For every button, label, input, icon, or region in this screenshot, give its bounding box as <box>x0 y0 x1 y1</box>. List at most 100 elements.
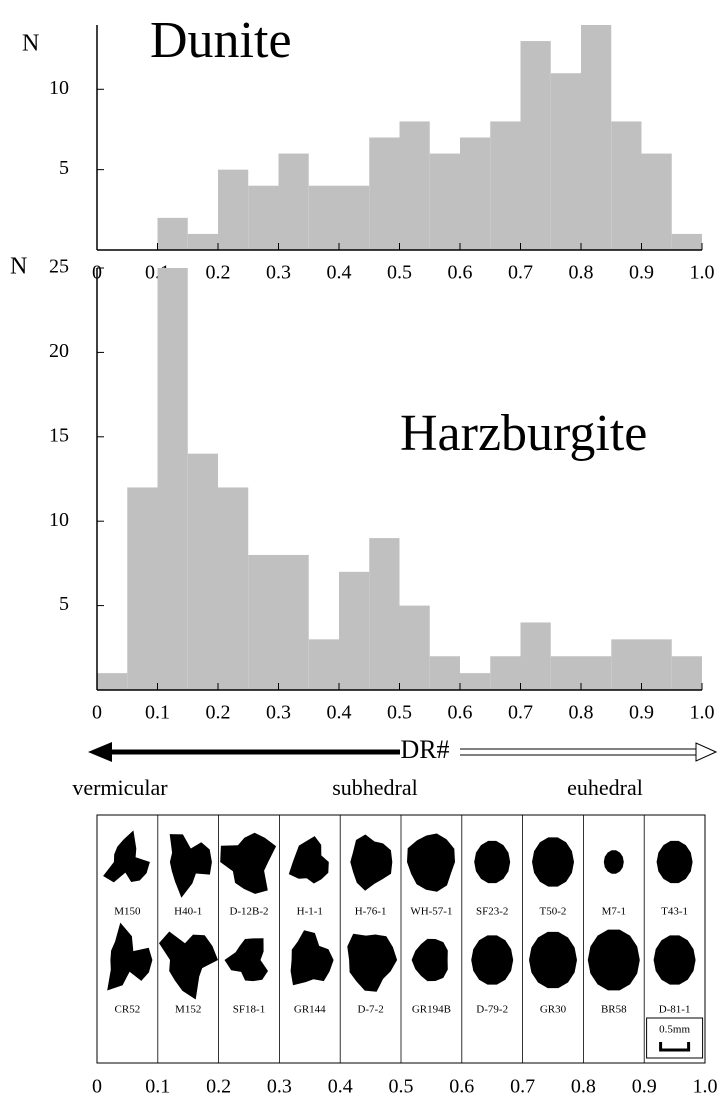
x-tick-label: 0.7 <box>508 262 533 284</box>
grain-shape <box>107 922 153 991</box>
x-tick-label: 0.7 <box>508 702 533 724</box>
sample-label: H40-1 <box>174 906 202 918</box>
grain-shape <box>474 840 511 884</box>
class-label: vermicular <box>72 775 168 800</box>
x-tick-label: 0.8 <box>569 262 594 284</box>
bar <box>641 153 672 250</box>
x-tick-label: 1.0 <box>690 262 715 284</box>
grain-shape <box>224 938 268 982</box>
bar <box>278 554 309 690</box>
bar <box>460 137 491 250</box>
grain-shape <box>347 933 398 992</box>
grain-shape <box>103 830 150 883</box>
y-tick-label: 10 <box>49 77 69 99</box>
grain-shape <box>529 931 577 989</box>
x-tick-label: 0.8 <box>569 702 594 724</box>
x-tick-label: 0.4 <box>327 702 352 724</box>
x-tick-label: 0.2 <box>206 262 231 284</box>
grain-shape <box>471 935 514 985</box>
bar <box>641 639 672 690</box>
grain-shape <box>290 930 334 986</box>
bar <box>157 268 188 690</box>
x-tick-label: 0.3 <box>266 702 291 724</box>
sample-label: SF23-2 <box>476 906 508 918</box>
sample-label: D-7-2 <box>357 1004 383 1016</box>
x-tick-label: 0.2 <box>206 1076 231 1098</box>
x-tick-label: 0.6 <box>448 262 473 284</box>
class-label: subhedral <box>332 775 418 800</box>
scale-label: 0.5mm <box>659 1024 690 1036</box>
sample-label: T43-1 <box>661 906 688 918</box>
y-tick-label: 10 <box>49 509 69 531</box>
bar <box>550 656 581 690</box>
sample-label: M7-1 <box>602 906 626 918</box>
bar <box>399 605 430 690</box>
x-tick-label: 0.5 <box>387 702 412 724</box>
x-tick-label: 0.9 <box>629 262 654 284</box>
x-tick-label: 0.3 <box>267 1076 292 1098</box>
grain-shape <box>656 840 693 884</box>
y-tick-label: 15 <box>49 424 69 446</box>
x-tick-label: 0.3 <box>266 262 291 284</box>
bar <box>218 487 249 690</box>
x-tick-label: 0.9 <box>632 1076 657 1098</box>
sample-label: H-1-1 <box>297 906 323 918</box>
grain-shape <box>603 850 624 874</box>
y-tick-label: 25 <box>49 256 69 278</box>
bar <box>339 185 370 250</box>
x-tick-label: 0.4 <box>327 262 352 284</box>
bar <box>490 656 521 690</box>
x-tick-label: 1.0 <box>693 1076 718 1098</box>
y-tick-label: 20 <box>49 340 69 362</box>
bar <box>339 571 370 690</box>
bar <box>581 25 612 250</box>
x-tick-label: 0.6 <box>449 1076 474 1098</box>
sample-label: D-12B-2 <box>229 906 268 918</box>
y-tick-label: 5 <box>59 593 69 615</box>
bar <box>369 137 400 250</box>
chart-title: Harzburgite <box>400 405 647 462</box>
x-tick-label: 1.0 <box>690 702 715 724</box>
bar <box>97 673 128 690</box>
bar <box>248 185 279 250</box>
x-tick-label: 0 <box>92 702 102 724</box>
grain-shape <box>350 834 393 891</box>
grain-shape <box>411 938 448 982</box>
sample-label: GR144 <box>294 1004 326 1016</box>
grain-shape <box>288 836 329 884</box>
scale-bar <box>659 1042 691 1052</box>
sample-label: GR194B <box>412 1004 451 1016</box>
sample-label: BR58 <box>601 1004 627 1016</box>
x-tick-label: 0.6 <box>448 702 473 724</box>
bar <box>157 217 188 250</box>
grain-shape <box>159 931 218 1000</box>
bar <box>671 656 702 690</box>
bar <box>369 538 400 690</box>
bar <box>611 121 642 250</box>
sample-label: GR30 <box>540 1004 567 1016</box>
bar <box>187 453 218 690</box>
x-tick-label: 0.9 <box>629 702 654 724</box>
bar <box>308 639 339 690</box>
bar <box>520 622 551 690</box>
bar <box>248 554 279 690</box>
sample-label: M150 <box>114 906 141 918</box>
sample-label: H-76-1 <box>355 906 387 918</box>
bar <box>490 121 521 250</box>
bar <box>671 233 702 250</box>
arrow-head <box>695 742 718 762</box>
bar <box>611 639 642 690</box>
grain-shape <box>587 929 640 991</box>
x-tick-label: 0 <box>92 1076 102 1098</box>
y-axis-label: N <box>22 31 39 57</box>
grain-shape <box>653 935 696 985</box>
y-tick-label: 5 <box>59 157 69 179</box>
x-tick-label: 0.7 <box>510 1076 535 1098</box>
x-tick-label: 0.5 <box>389 1076 414 1098</box>
class-label: euhedral <box>567 775 643 800</box>
bar <box>308 185 339 250</box>
bar <box>520 41 551 251</box>
y-axis-label: N <box>10 254 27 280</box>
